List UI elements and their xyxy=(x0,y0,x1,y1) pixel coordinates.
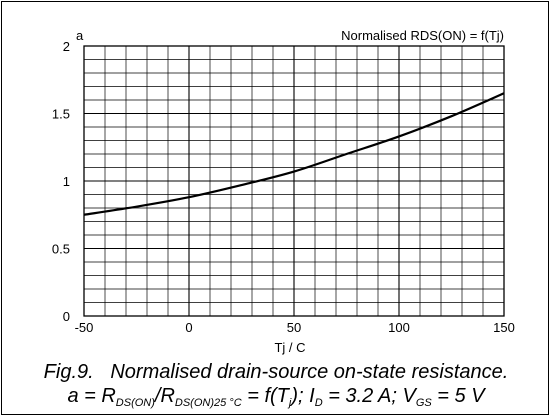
caption-subscript: j xyxy=(288,397,292,409)
chart: -50 0 50 100 150 0 0.5 1 1.5 2 Normalised RDS(ON)… xyxy=(52,26,515,355)
y-tick-label: 1 xyxy=(63,174,70,189)
y-tick-label: 1.5 xyxy=(52,107,70,122)
y-tick-label: 2 xyxy=(63,39,70,54)
caption-subscript: GS xyxy=(415,397,432,409)
caption-text: ); I xyxy=(291,385,315,407)
chart-title: Normalised RDS(ON) = f(Tj) xyxy=(341,28,504,43)
caption-text: = 3.2 A; V xyxy=(322,385,416,407)
title-background xyxy=(298,26,508,44)
x-tick-label: 0 xyxy=(185,320,192,335)
x-axis-label: Tj / C xyxy=(274,340,305,355)
caption-text: /R xyxy=(154,385,175,407)
caption-subscript: DS(ON) xyxy=(115,397,155,409)
caption-line-1: Fig.9. Normalised drain-source on-state … xyxy=(43,361,509,383)
x-tick-label: 100 xyxy=(388,320,410,335)
x-tick-label: 150 xyxy=(493,320,515,335)
figure-caption: Fig.9. Normalised drain-source on-state … xyxy=(0,360,552,415)
caption-text: = f(T xyxy=(241,385,289,407)
x-tick-label: -50 xyxy=(75,320,94,335)
chart-grid xyxy=(84,46,504,316)
y-tick-label: 0 xyxy=(63,309,70,324)
plot-border xyxy=(83,45,505,317)
caption-text: = 5 V xyxy=(431,385,485,407)
x-tick-label: 50 xyxy=(287,320,301,335)
tick-labels: -50 0 50 100 150 0 0.5 1 1.5 2 xyxy=(52,39,515,335)
series-line xyxy=(83,92,505,216)
caption-text: a = R xyxy=(67,385,116,407)
caption-line-2: a = RDS(ON)/RDS(ON)25 °C = f(Tj); ID = 3… xyxy=(0,384,552,415)
caption-subscript: D xyxy=(314,397,323,409)
caption-subscript: DS(ON)25 °C xyxy=(174,397,242,409)
y-axis-label: a xyxy=(76,28,84,43)
y-tick-label: 0.5 xyxy=(52,242,70,257)
